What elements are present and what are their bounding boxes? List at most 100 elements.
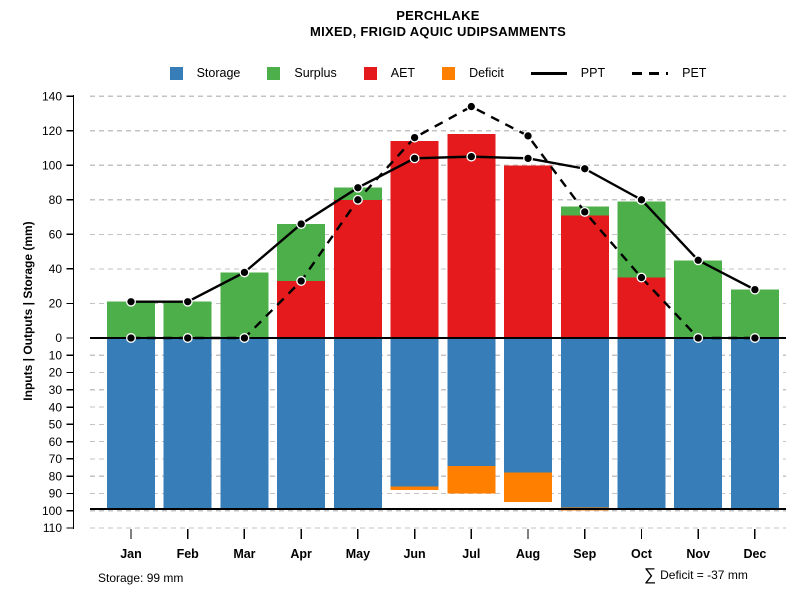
pet-point-may — [352, 194, 363, 205]
dashed-line-swatch-icon — [632, 71, 669, 75]
bar-surplus-feb — [163, 301, 212, 338]
bar-deficit-jul — [447, 465, 496, 494]
bar-storage-aug — [504, 338, 553, 473]
pet-point-dec — [749, 333, 760, 343]
y-tick-label: 40 — [49, 400, 63, 414]
ppt-point-jul — [466, 151, 477, 162]
pet-point-apr — [296, 276, 307, 286]
x-tick-label-dec: Dec — [743, 547, 766, 561]
storage-note: Storage: 99 mm — [98, 571, 184, 585]
bar-storage-apr — [277, 338, 326, 510]
legend-item-pet: PET — [632, 66, 706, 80]
legend-label: Surplus — [294, 66, 337, 80]
y-tick-label: 80 — [49, 193, 63, 207]
ppt-point-oct — [636, 194, 647, 205]
chart-legend: Storage Surplus AET Deficit PPT PET — [76, 66, 800, 80]
x-tick-label-jan: Jan — [120, 547, 142, 561]
ppt-point-sep — [579, 163, 590, 174]
legend-item-aet: AET — [363, 66, 415, 80]
deficit-swatch-icon — [442, 66, 456, 80]
bar-storage-jul — [447, 338, 496, 466]
bar-surplus-mar — [220, 272, 269, 338]
pet-point-feb — [182, 333, 193, 343]
bar-storage-jun — [390, 338, 439, 487]
bar-storage-dec — [730, 338, 779, 510]
x-tick-label-oct: Oct — [631, 547, 653, 561]
y-tick-label: 100 — [42, 504, 62, 518]
bar-deficit-jun — [390, 486, 439, 491]
y-tick-label: 50 — [49, 418, 63, 432]
pet-point-sep — [579, 206, 590, 217]
bar-deficit-aug — [504, 472, 553, 503]
ppt-point-jun — [409, 153, 420, 164]
y-tick-label: 10 — [49, 348, 63, 362]
ppt-point-apr — [296, 219, 307, 229]
x-tick-label-jun: Jun — [403, 547, 425, 561]
bar-storage-nov — [674, 338, 723, 510]
y-tick-label: 20 — [49, 297, 63, 311]
x-tick-label-feb: Feb — [177, 547, 200, 561]
y-tick-label: 20 — [49, 366, 63, 380]
bar-storage-mar — [220, 338, 269, 510]
legend-label: PPT — [580, 66, 606, 80]
surplus-swatch-icon — [267, 66, 281, 80]
pet-point-nov — [693, 333, 704, 343]
y-tick-label: 60 — [49, 228, 63, 242]
bar-aet-may — [333, 199, 382, 338]
x-tick-label-nov: Nov — [686, 547, 710, 561]
y-tick-label: 140 — [42, 89, 62, 103]
ppt-point-feb — [182, 296, 193, 307]
bar-aet-jun — [390, 141, 439, 338]
bar-aet-oct — [617, 277, 666, 338]
ppt-point-dec — [749, 284, 760, 295]
bar-aet-apr — [277, 280, 326, 338]
ppt-point-nov — [693, 255, 704, 266]
y-tick-label: 0 — [55, 331, 62, 345]
legend-item-surplus: Surplus — [267, 66, 337, 80]
pet-point-jul — [466, 101, 477, 112]
y-tick-label: 30 — [49, 383, 63, 397]
y-tick-label: 90 — [49, 487, 63, 501]
deficit-note: ∑ Deficit = -37 mm — [644, 566, 748, 583]
legend-item-deficit: Deficit — [442, 66, 504, 80]
ppt-line — [131, 155, 756, 303]
bar-surplus-nov — [674, 260, 723, 338]
y-tick-label: 120 — [42, 124, 62, 138]
bar-surplus-dec — [730, 289, 779, 338]
aet-swatch-icon — [363, 66, 377, 80]
bar-aet-jul — [447, 134, 496, 338]
ppt-point-jan — [126, 296, 136, 307]
legend-label: Deficit — [469, 66, 504, 80]
x-tick-label-aug: Aug — [516, 547, 540, 561]
ppt-point-aug — [523, 153, 533, 164]
pet-line — [131, 105, 755, 340]
ppt-point-mar — [239, 267, 250, 278]
pet-point-jun — [409, 132, 420, 143]
pet-point-oct — [636, 272, 647, 283]
chart-title: PERCHLAKE MIXED, FRIGID AQUIC UDIPSAMMEN… — [76, 8, 800, 40]
bar-storage-oct — [617, 338, 666, 510]
legend-label: PET — [682, 66, 707, 80]
x-tick-label-sep: Sep — [573, 547, 596, 561]
x-tick-label-jul: Jul — [462, 547, 480, 561]
deficit-note-text: Deficit = -37 mm — [660, 567, 748, 582]
bar-surplus-apr — [277, 223, 326, 281]
bar-storage-may — [333, 338, 382, 510]
x-tick-label-may: May — [346, 547, 370, 561]
y-tick-label: 40 — [49, 262, 63, 276]
pet-point-jan — [126, 333, 136, 343]
bar-storage-jan — [107, 338, 155, 510]
legend-label: Storage — [196, 66, 241, 80]
y-tick-label: 60 — [49, 435, 63, 449]
legend-item-storage: Storage — [169, 66, 241, 80]
storage-swatch-icon — [169, 66, 183, 80]
y-tick-label: 100 — [42, 158, 62, 172]
solid-line-swatch-icon — [530, 71, 567, 75]
y-tick-label: 80 — [49, 469, 63, 483]
chart-title-line1: PERCHLAKE — [396, 8, 480, 23]
bar-storage-sep — [560, 338, 609, 508]
bar-surplus-jan — [107, 301, 155, 338]
bar-aet-sep — [560, 215, 609, 338]
ppt-point-may — [352, 182, 363, 193]
